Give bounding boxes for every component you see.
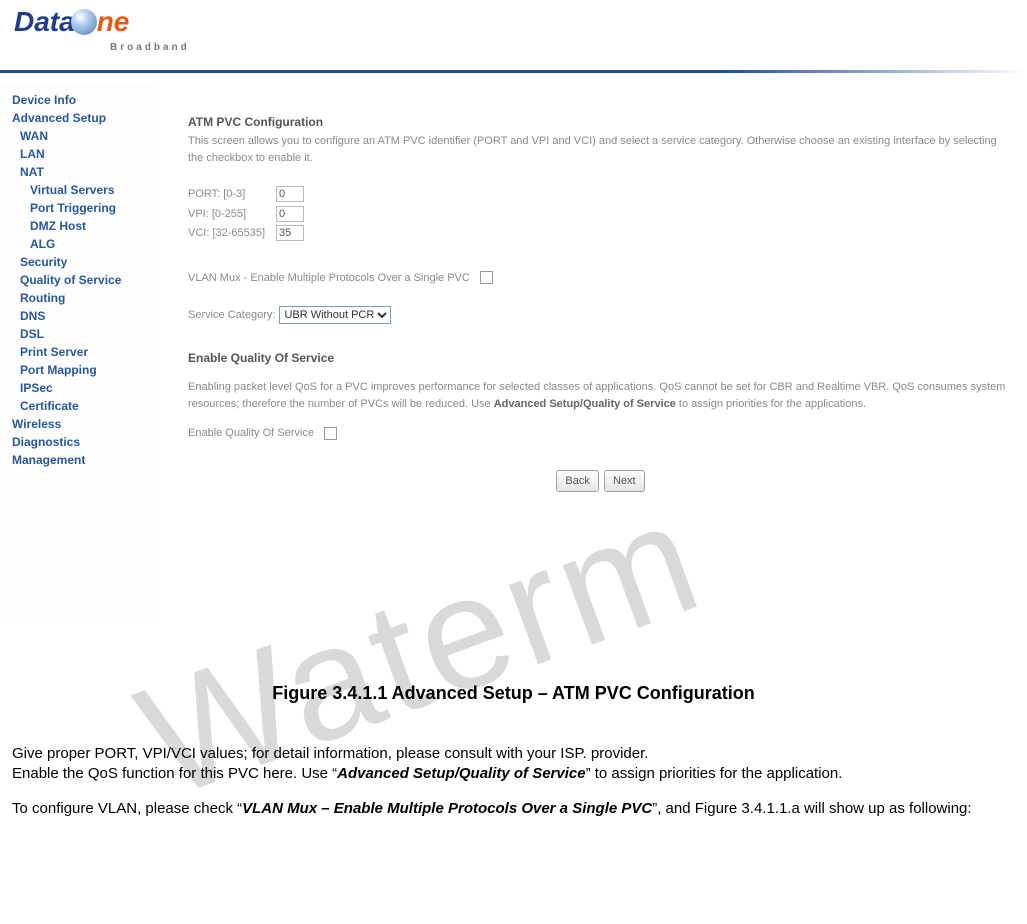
nav-diagnostics[interactable]: Diagnostics — [12, 433, 158, 451]
body-p2c: ” to assign priorities for the applicati… — [586, 765, 843, 782]
nav-advanced-setup[interactable]: Advanced Setup — [12, 109, 158, 127]
nav-nat[interactable]: NAT — [20, 163, 158, 181]
nav-certificate[interactable]: Certificate — [20, 397, 158, 415]
port-input[interactable] — [276, 186, 304, 202]
qos-description: Enabling packet level QoS for a PVC impr… — [188, 379, 1013, 412]
nav-port-mapping[interactable]: Port Mapping — [20, 361, 158, 379]
body-p3c: ”, and Figure 3.4.1.1.a will show up as … — [652, 800, 971, 817]
logo: Datane — [14, 6, 129, 38]
header: Datane Broadband — [0, 0, 1027, 70]
vlan-mux-checkbox[interactable] — [480, 271, 493, 284]
port-label: PORT: [0-3] — [188, 186, 276, 203]
body-p3b: VLAN Mux – Enable Multiple Protocols Ove… — [242, 800, 652, 817]
vci-input[interactable] — [276, 225, 304, 241]
nav-virtual-servers[interactable]: Virtual Servers — [30, 181, 158, 199]
qos-desc-bold: Advanced Setup/Quality of Service — [494, 398, 676, 410]
header-swoosh — [0, 0, 1027, 70]
nav-lan[interactable]: LAN — [20, 145, 158, 163]
pvc-description: This screen allows you to configure an A… — [188, 133, 1013, 166]
vlan-mux-label: VLAN Mux - Enable Multiple Protocols Ove… — [188, 270, 470, 287]
figure-caption: Figure 3.4.1.1 Advanced Setup – ATM PVC … — [0, 683, 1027, 704]
qos-enable-checkbox[interactable] — [324, 427, 337, 440]
nav-dsl[interactable]: DSL — [20, 325, 158, 343]
service-category-label: Service Category: — [188, 307, 275, 324]
qos-title: Enable Quality Of Service — [188, 349, 1013, 367]
globe-icon — [71, 9, 97, 35]
nav-port-triggering[interactable]: Port Triggering — [30, 199, 158, 217]
nav-device-info[interactable]: Device Info — [12, 91, 158, 109]
nav-security[interactable]: Security — [20, 253, 158, 271]
nav-alg[interactable]: ALG — [30, 235, 158, 253]
body-p3a: To configure VLAN, please check “ — [12, 800, 242, 817]
nav-wireless[interactable]: Wireless — [12, 415, 158, 433]
nav-dmz-host[interactable]: DMZ Host — [30, 217, 158, 235]
logo-text-a: Data — [14, 6, 75, 37]
logo-text-b: ne — [97, 6, 130, 37]
sidebar-nav: Device Info Advanced Setup WAN LAN NAT V… — [0, 83, 158, 623]
main-content: ATM PVC Configuration This screen allows… — [158, 83, 1027, 623]
logo-subtitle: Broadband — [110, 42, 190, 53]
body-p2a: Enable the QoS function for this PVC her… — [12, 765, 337, 782]
nav-dns[interactable]: DNS — [20, 307, 158, 325]
document-body: Give proper PORT, VPI/VCI values; for de… — [0, 744, 1027, 853]
nav-management[interactable]: Management — [12, 451, 158, 469]
nav-ipsec[interactable]: IPSec — [20, 379, 158, 397]
vci-label: VCI: [32-65535] — [188, 225, 276, 242]
header-underline — [0, 70, 1027, 73]
back-button[interactable]: Back — [556, 470, 598, 493]
body-p3: To configure VLAN, please check “VLAN Mu… — [12, 799, 1015, 819]
nav-qos[interactable]: Quality of Service — [20, 271, 158, 289]
qos-desc-part2: to assign priorities for the application… — [676, 398, 866, 410]
vpi-label: VPI: [0-255] — [188, 206, 276, 223]
next-button[interactable]: Next — [604, 470, 645, 493]
pvc-title: ATM PVC Configuration — [188, 113, 1013, 131]
service-category-select[interactable]: UBR Without PCR — [279, 306, 391, 324]
qos-enable-label: Enable Quality Of Service — [188, 425, 314, 442]
vpi-input[interactable] — [276, 206, 304, 222]
nav-print-server[interactable]: Print Server — [20, 343, 158, 361]
nav-wan[interactable]: WAN — [20, 127, 158, 145]
nav-routing[interactable]: Routing — [20, 289, 158, 307]
body-p2: Enable the QoS function for this PVC her… — [12, 764, 1015, 784]
body-p1: Give proper PORT, VPI/VCI values; for de… — [12, 744, 1015, 764]
body-p2b: Advanced Setup/Quality of Service — [337, 765, 585, 782]
